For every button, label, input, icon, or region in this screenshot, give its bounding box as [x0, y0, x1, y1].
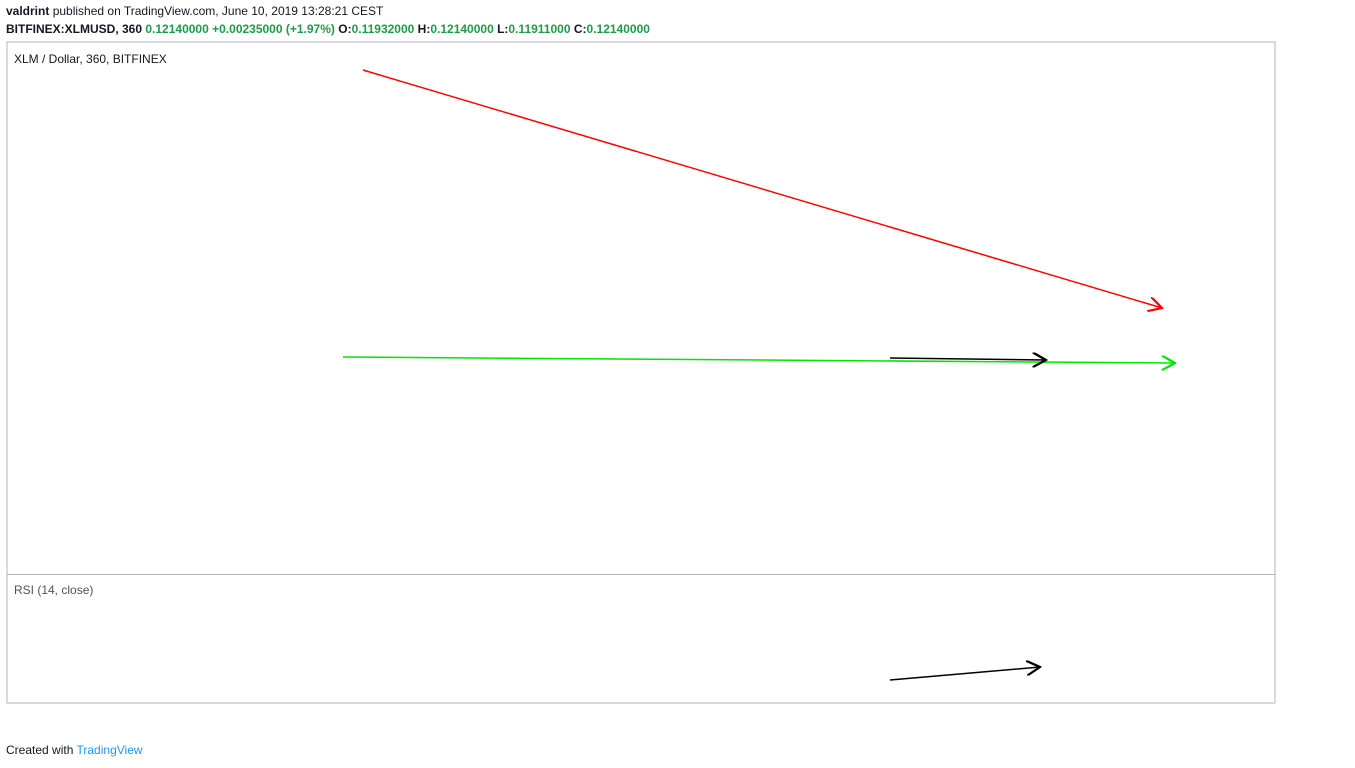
l-label: L:: [497, 22, 509, 36]
symbol: BITFINEX:XLMUSD, 360: [6, 22, 143, 36]
last: 0.12140000: [145, 22, 209, 36]
o-label: O:: [338, 22, 352, 36]
rsi-title: RSI (14, close): [14, 583, 93, 597]
price-low-line[interactable]: [889, 358, 1046, 360]
brand[interactable]: TradingView: [76, 743, 143, 757]
footer: Created with TradingView: [6, 743, 143, 757]
publish-line: valdrint published on TradingView.com, J…: [6, 4, 383, 18]
chart: XLM / Dollar, 360, BITFINEX RSI (14, clo…: [6, 41, 1276, 704]
published: published on TradingView.com, June 10, 2…: [52, 4, 384, 18]
rsi-divergence-line[interactable]: [889, 667, 1040, 681]
c-label: C:: [573, 22, 587, 36]
created: Created with: [6, 743, 74, 757]
o: 0.11932000: [351, 22, 415, 36]
author[interactable]: valdrint: [6, 4, 50, 18]
c: 0.12140000: [586, 22, 650, 36]
drawings: [342, 69, 1175, 681]
support-line[interactable]: [342, 357, 1175, 363]
l: 0.11911000: [508, 22, 571, 36]
resistance-line[interactable]: [362, 69, 1162, 308]
chart-title: XLM / Dollar, 360, BITFINEX: [14, 52, 167, 66]
h-label: H:: [417, 22, 431, 36]
h: 0.12140000: [430, 22, 494, 36]
pane-frame: [6, 41, 1276, 704]
quote-line: BITFINEX:XLMUSD, 360 0.12140000 +0.00235…: [6, 22, 650, 36]
change: +0.00235000 (+1.97%): [212, 22, 335, 36]
